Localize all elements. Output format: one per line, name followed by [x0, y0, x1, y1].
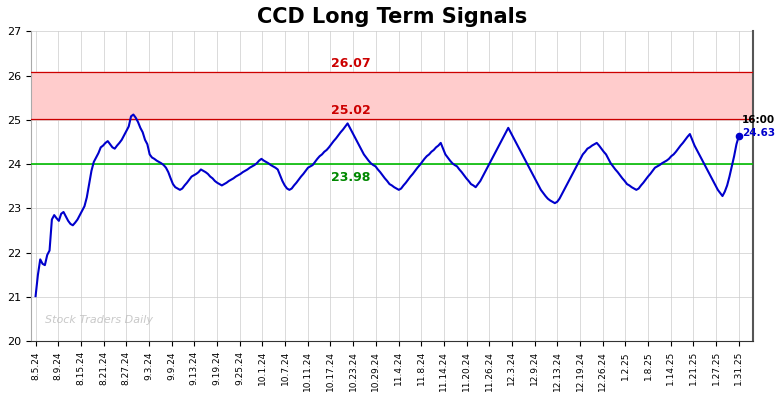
- Text: 25.02: 25.02: [332, 103, 371, 117]
- Text: 26.07: 26.07: [332, 57, 371, 70]
- Text: 16:00: 16:00: [742, 115, 775, 125]
- Text: 24.63: 24.63: [742, 128, 775, 138]
- Point: [732, 133, 745, 139]
- Title: CCD Long Term Signals: CCD Long Term Signals: [256, 7, 527, 27]
- Text: Stock Traders Daily: Stock Traders Daily: [45, 315, 154, 325]
- Text: 23.98: 23.98: [332, 171, 371, 184]
- Bar: [31, 72, 753, 119]
